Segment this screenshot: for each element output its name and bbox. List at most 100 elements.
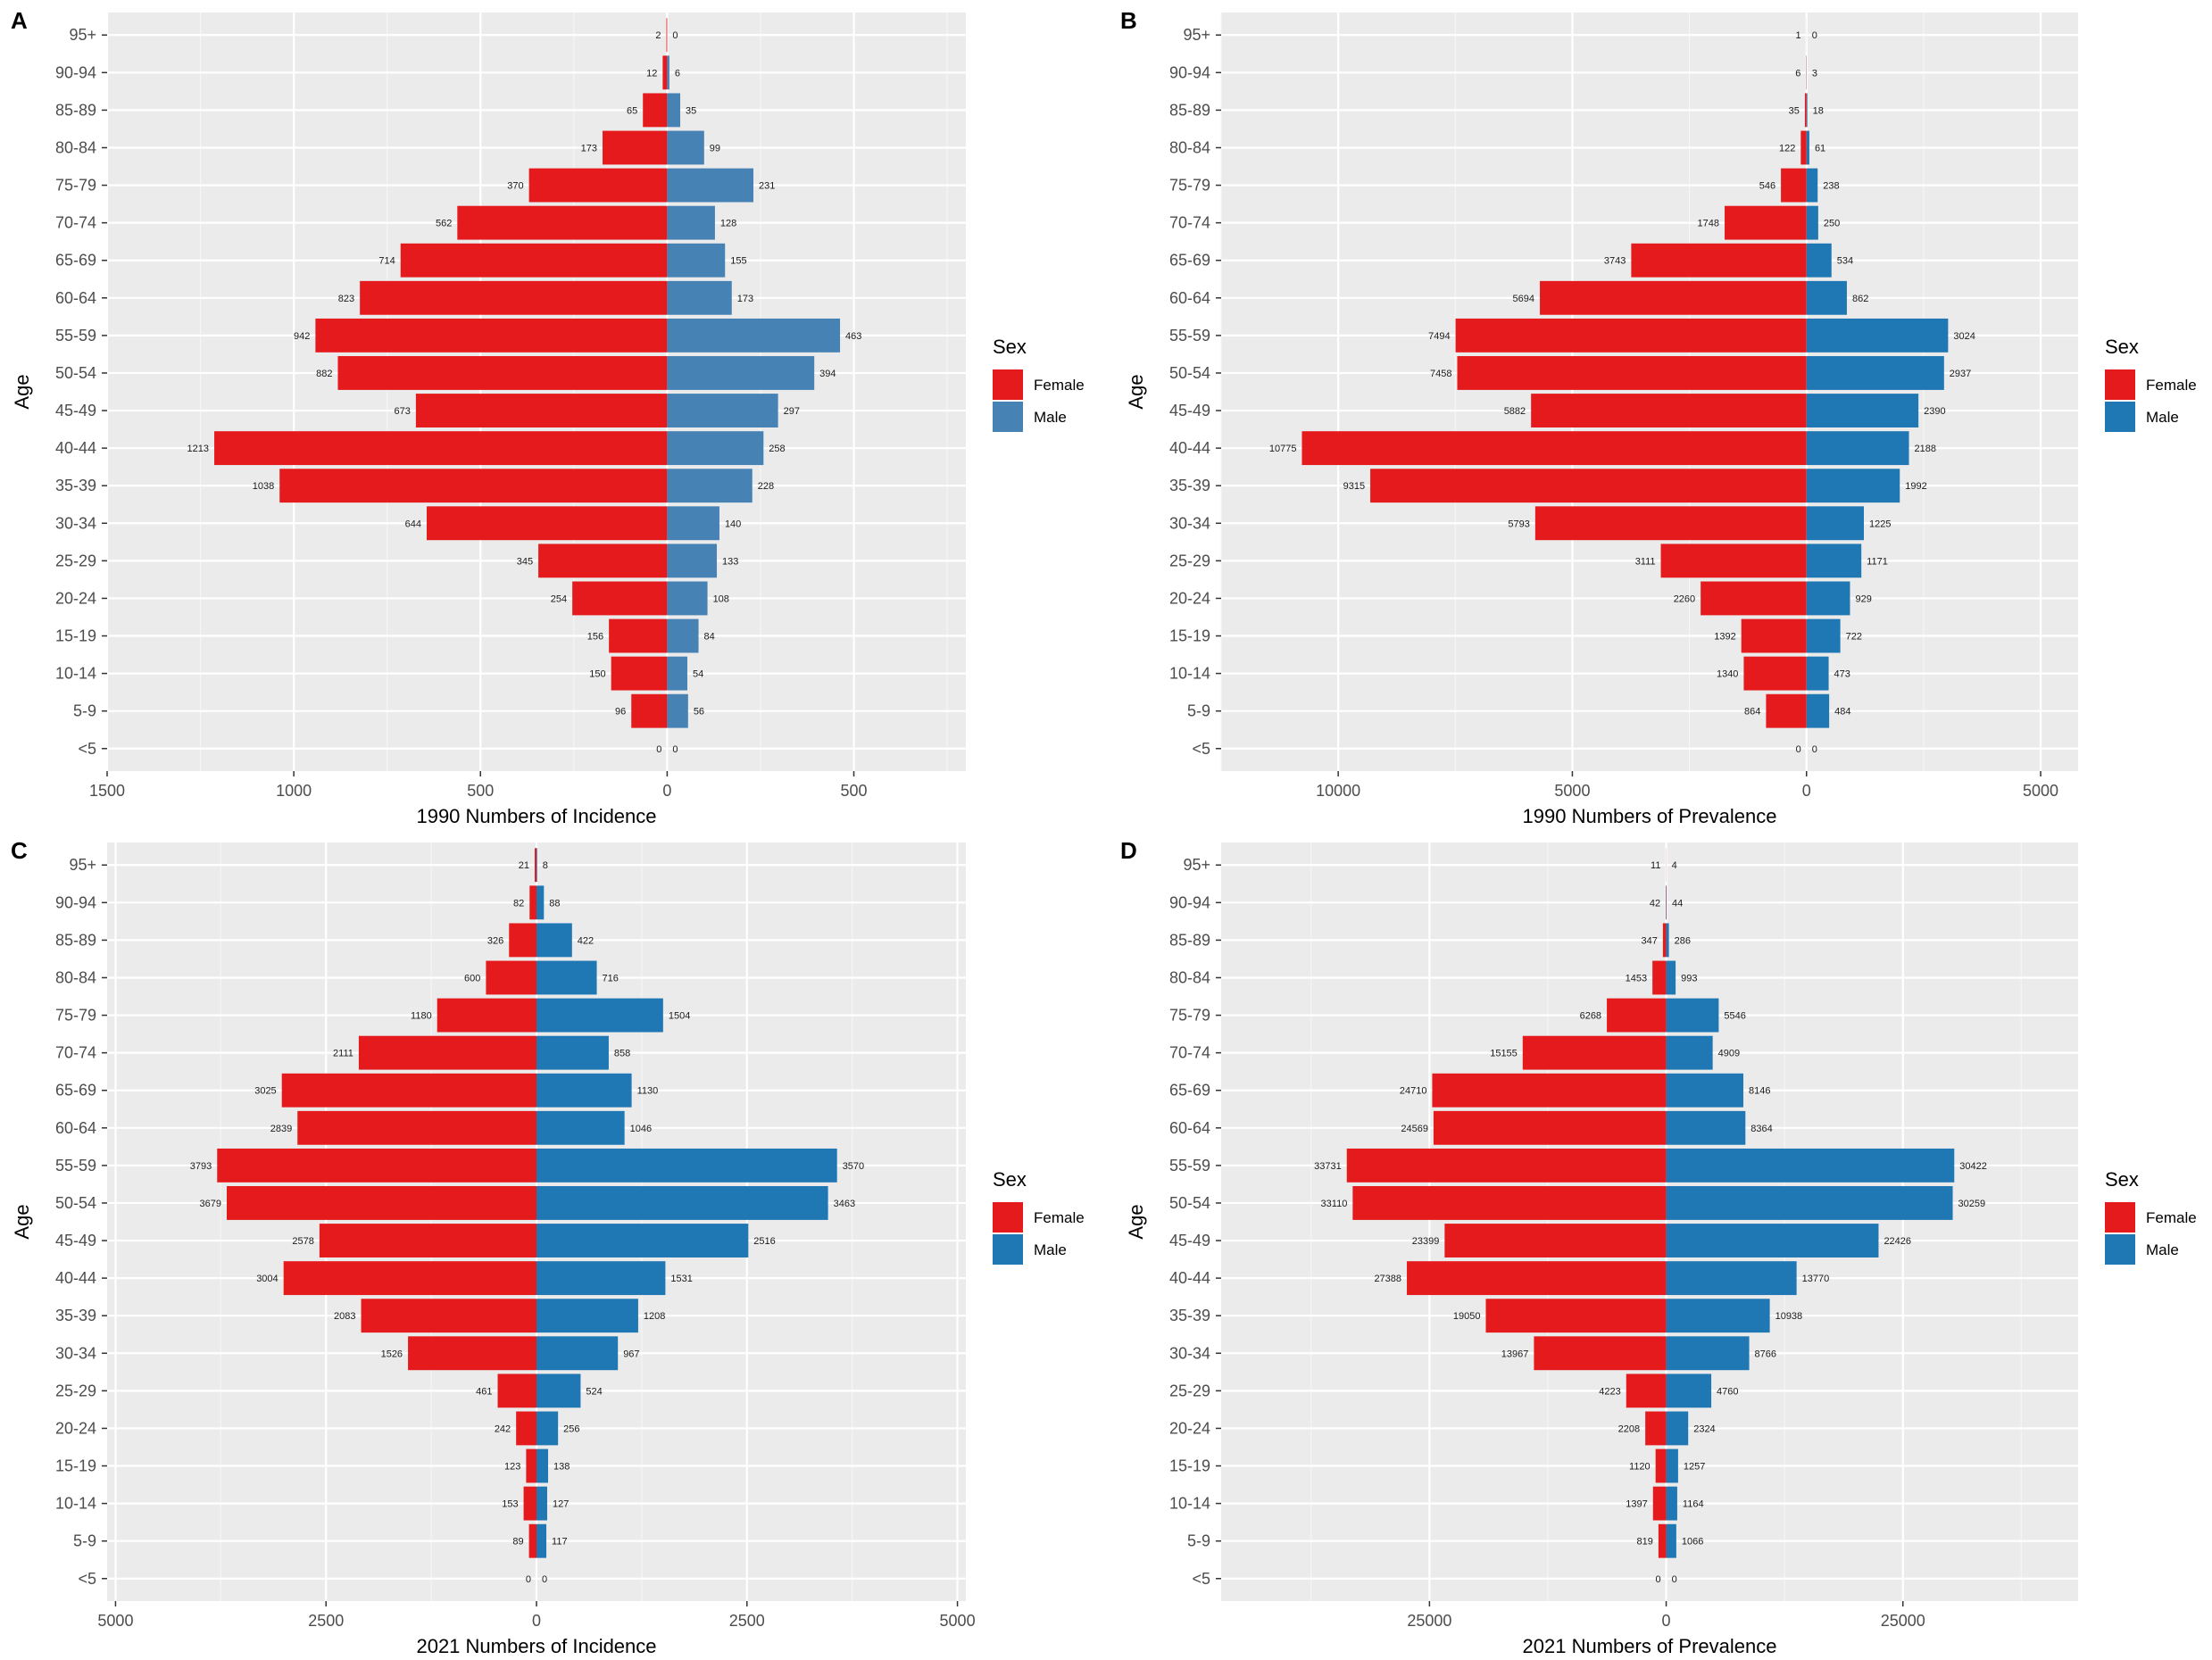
female-bar: [1658, 1523, 1667, 1558]
female-bar: [1652, 960, 1667, 995]
y-tick-label: <5: [1192, 1570, 1210, 1588]
male-value-label: 716: [603, 973, 619, 984]
male-value-label: 8766: [1755, 1349, 1776, 1359]
male-bar: [667, 506, 719, 541]
male-bar: [1666, 1224, 1879, 1257]
male-bar: [1806, 168, 1818, 203]
male-bar: [1806, 656, 1829, 691]
female-value-label: 2208: [1618, 1423, 1640, 1434]
male-bar: [1666, 1299, 1770, 1333]
female-value-label: 21: [519, 860, 529, 871]
male-value-label: 1208: [644, 1311, 665, 1322]
female-value-label: 254: [551, 593, 567, 604]
female-value-label: 82: [513, 898, 524, 909]
male-value-label: 256: [563, 1423, 579, 1434]
male-bar: [1806, 581, 1850, 616]
male-bar: [536, 1186, 828, 1220]
female-bar: [611, 656, 668, 691]
male-bar: [1666, 1110, 1746, 1145]
y-tick-label: 15-19: [1169, 1457, 1210, 1475]
female-value-label: 24710: [1400, 1086, 1427, 1097]
legend-swatch-male: [2105, 1234, 2135, 1265]
panel-letter-d: D: [1120, 837, 1137, 864]
male-value-label: 8364: [1750, 1124, 1772, 1134]
male-bar: [667, 130, 704, 165]
female-bar: [523, 1486, 536, 1521]
female-value-label: 96: [615, 707, 626, 718]
y-tick-label: 10-14: [1169, 1495, 1210, 1513]
y-axis-title: Age: [1125, 1204, 1147, 1239]
female-value-label: 942: [294, 331, 310, 342]
legend-label-male: Male: [2146, 409, 2179, 426]
female-bar: [1540, 280, 1807, 315]
female-value-label: 1748: [1698, 219, 1719, 229]
female-bar: [538, 544, 668, 578]
y-axis-title: Age: [11, 374, 33, 409]
legend-label-female: Female: [2146, 377, 2197, 394]
x-tick-label: 2500: [729, 1612, 765, 1630]
male-bar: [667, 581, 708, 616]
legend-swatch-female: [993, 369, 1023, 400]
y-tick-label: 5-9: [73, 1532, 96, 1550]
male-bar: [1666, 1073, 1743, 1108]
female-bar: [643, 93, 668, 128]
male-value-label: 967: [623, 1349, 639, 1359]
male-bar: [536, 1299, 638, 1333]
male-value-label: 8: [543, 860, 548, 871]
female-bar: [1531, 394, 1807, 427]
y-tick-label: 90-94: [1169, 63, 1210, 81]
female-value-label: 242: [495, 1423, 511, 1434]
male-bar: [667, 318, 841, 353]
y-tick-label: 20-24: [55, 589, 96, 607]
legend-label-female: Female: [1034, 1209, 1085, 1226]
female-value-label: 15155: [1490, 1049, 1518, 1059]
chart-panel-d: D 0 0 <5 819 1066 5-9 1397 1164 10-14 1120 1257 15-1…: [1120, 837, 2197, 1657]
female-value-label: 2: [655, 30, 661, 41]
female-bar: [516, 1411, 536, 1446]
female-bar: [1432, 1073, 1667, 1108]
female-bar: [486, 960, 536, 995]
y-tick-label: 45-49: [1169, 402, 1210, 419]
male-value-label: 1225: [1869, 519, 1891, 529]
male-bar: [536, 1336, 619, 1371]
female-value-label: 123: [504, 1462, 520, 1473]
y-tick-label: 70-74: [55, 214, 96, 232]
male-bar: [536, 1523, 547, 1558]
male-value-label: 228: [758, 481, 774, 492]
female-value-label: 1038: [253, 481, 274, 492]
male-value-label: 1046: [630, 1124, 652, 1134]
female-value-label: 24569: [1401, 1124, 1428, 1134]
y-tick-label: 60-64: [1169, 289, 1210, 307]
male-value-label: 2516: [753, 1236, 775, 1247]
female-value-label: 2578: [292, 1236, 313, 1247]
legend-label-male: Male: [1034, 1241, 1067, 1258]
male-bar: [1806, 431, 1909, 466]
female-bar: [217, 1148, 536, 1183]
y-tick-label: 70-74: [1169, 1044, 1210, 1062]
y-tick-label: 85-89: [55, 101, 96, 119]
x-axis-title: 2021 Numbers of Incidence: [416, 1635, 656, 1657]
male-bar: [667, 431, 764, 466]
male-value-label: 1992: [1905, 481, 1926, 492]
female-value-label: 65: [627, 105, 637, 116]
x-tick-label: 5000: [1554, 782, 1590, 800]
y-tick-label: 40-44: [55, 439, 96, 457]
male-bar: [1806, 205, 1818, 240]
female-value-label: 600: [464, 973, 480, 984]
female-bar: [1444, 1224, 1667, 1257]
male-bar: [1806, 544, 1862, 578]
female-value-label: 370: [507, 181, 523, 192]
female-bar: [319, 1224, 536, 1257]
male-bar: [1806, 280, 1847, 315]
female-bar: [497, 1374, 536, 1408]
female-value-label: 823: [338, 294, 354, 304]
male-value-label: 993: [1681, 973, 1697, 984]
panel-letter-b: B: [1120, 7, 1137, 34]
y-tick-label: <5: [1192, 740, 1210, 758]
male-value-label: 463: [845, 331, 861, 342]
y-tick-label: 25-29: [1169, 1382, 1210, 1399]
female-value-label: 4223: [1599, 1386, 1620, 1397]
legend: Sex Female Male: [993, 1168, 1085, 1265]
